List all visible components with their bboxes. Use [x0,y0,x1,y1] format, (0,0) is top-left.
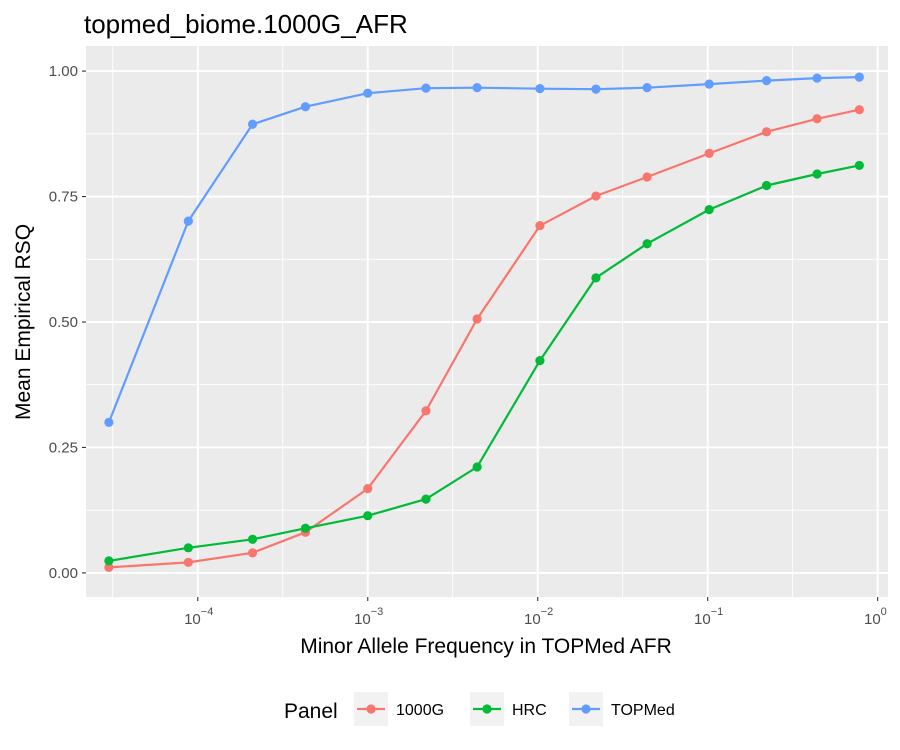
data-point [421,494,431,504]
data-point [183,543,193,553]
x-tick-base: 10 [694,611,711,628]
legend-title: Panel [284,700,338,723]
data-point [472,83,482,93]
y-tick-label: 1.00 [49,63,78,80]
data-point [854,72,864,82]
x-tick-exponent: −4 [201,606,214,618]
legend-key-point [581,704,591,714]
data-point [591,84,601,94]
legend-item-hrc: HRC [470,692,547,726]
legend-item-1000g: 1000G [354,692,444,726]
x-tick-base: 10 [184,611,201,628]
data-point [363,511,373,521]
data-point [642,172,652,182]
legend-key-point [482,704,492,714]
series-line [108,164,860,562]
data-point [104,556,114,566]
data-point [183,557,193,567]
x-tick-exponent: −1 [711,606,724,618]
data-point [300,102,311,112]
data-point [761,76,772,86]
series-line [107,76,860,423]
data-point [104,562,114,572]
data-point [472,314,482,324]
x-tick-label: 10 −4 [184,606,213,628]
data-point [421,406,431,416]
x-axis-title: Minor Allele Frequency in TOPMed AFR [300,635,672,658]
y-tick-label: 0.75 [49,189,78,206]
data-point [642,239,652,249]
x-axis: 10 −4 10 −3 10 −2 10 −1 10 0 [184,597,887,628]
data-point [300,523,311,533]
data-point [812,169,822,179]
x-tick-exponent: −3 [371,606,384,618]
data-point [535,84,545,94]
data-point [363,88,373,98]
data-point [591,273,601,283]
data-point [247,119,258,129]
y-tick-label: 0.50 [49,314,78,331]
grid-major [86,46,888,597]
data-point [183,216,193,226]
data-point [704,148,714,158]
data-point [704,79,714,89]
legend: Panel 1000G HRC TOPMed [284,692,675,726]
data-point [854,160,864,171]
data-point [761,127,772,137]
data-point [591,191,601,201]
series-line [108,108,860,569]
x-tick-label: 10 −3 [354,606,383,628]
data-point [104,417,114,427]
data-point [761,180,772,191]
data-point [535,221,545,231]
data-point [363,484,373,494]
y-tick-label: 0.00 [49,565,78,582]
data-point [421,83,431,93]
y-axis-title: Mean Empirical RSQ [12,224,35,420]
y-axis: 0.00 0.25 0.50 0.75 1.00 [49,63,86,582]
legend-label: HRC [512,702,547,719]
data-point [704,204,714,215]
data-point [535,356,545,366]
legend-item-topmed: TOPMed [569,692,675,726]
series-hrc [104,160,864,566]
series-layer [104,72,864,572]
x-tick-label: 10 −2 [524,606,553,628]
x-tick-exponent: −2 [541,606,554,618]
data-point [247,534,258,544]
x-tick-base: 10 [524,611,541,628]
legend-key-point [366,704,376,714]
data-point [472,462,482,472]
data-point [642,83,652,93]
x-tick-label: 10 −1 [694,606,723,628]
data-point [854,105,864,115]
x-tick-base: 10 [354,611,371,628]
y-tick-label: 0.25 [49,439,78,456]
chart-title: topmed_biome.1000G_AFR [84,9,408,39]
series-topmed [104,72,864,427]
legend-label: TOPMed [611,702,675,719]
x-tick-base: 10 [864,611,881,628]
data-point [247,548,258,558]
x-tick-exponent: 0 [881,606,887,618]
legend-label: 1000G [396,702,444,719]
x-tick-label: 10 0 [864,606,887,628]
data-point [812,114,822,124]
data-point [812,73,822,83]
